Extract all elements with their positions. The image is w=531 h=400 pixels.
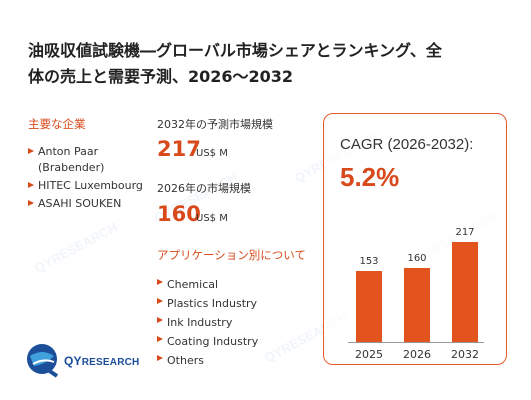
bullet-icon: [157, 279, 163, 285]
bullet-icon: [28, 200, 34, 206]
application-name: Chemical: [167, 278, 219, 291]
watermark: QYRESEARCH: [31, 219, 120, 276]
application-list: Chemical Plastics Industry Ink Industry …: [157, 275, 307, 370]
bullet-icon: [28, 148, 34, 154]
list-item: Others: [157, 351, 307, 370]
market-2026-label: 2026年の市場規模: [157, 182, 251, 195]
application-name: Others: [167, 354, 204, 367]
logo-text: QYRESEARCH: [64, 354, 140, 368]
chart-x-tick-label: 2032: [451, 348, 479, 361]
chart-bar: [356, 271, 382, 342]
list-item: Chemical: [157, 275, 307, 294]
list-item: Plastics Industry: [157, 294, 307, 313]
list-item: ASAHI SOUKEN: [28, 196, 158, 212]
bullet-icon: [157, 355, 163, 361]
chart-data-label: 217: [455, 227, 475, 238]
bullet-icon: [28, 182, 34, 188]
list-item: HITEC Luxembourg: [28, 178, 158, 194]
applications-heading: アプリケーション別について: [157, 248, 306, 262]
cagr-label: CAGR (2026-2032):: [340, 136, 474, 153]
list-item: Coating Industry: [157, 332, 307, 351]
chart-x-tick-label: 2025: [355, 348, 383, 361]
chart-bar: [452, 242, 478, 342]
chart-axis: [348, 342, 484, 343]
chart-data-label: 160: [407, 253, 427, 264]
chart-data-label: 153: [359, 256, 379, 267]
application-name: Coating Industry: [167, 335, 259, 348]
application-name: Ink Industry: [167, 316, 233, 329]
title-line-1: 油吸収値試験機―グローバル市場シェアとランキング、全: [28, 41, 442, 60]
chart-bar: [404, 268, 430, 342]
company-name: Anton Paar (Brabender): [38, 145, 105, 174]
chart-x-tick-label: 2026: [403, 348, 431, 361]
bullet-icon: [157, 317, 163, 323]
company-name: HITEC Luxembourg: [38, 179, 143, 192]
list-item: Anton Paar (Brabender): [28, 144, 158, 176]
title-line-2: 体の売上と需要予測、2026～2032: [28, 67, 294, 86]
application-name: Plastics Industry: [167, 297, 258, 310]
companies-heading: 主要な企業: [28, 117, 86, 131]
company-list: Anton Paar (Brabender) HITEC Luxembourg …: [28, 144, 158, 214]
market-2032-label: 2032年の予測市場規模: [157, 118, 273, 131]
list-item: Ink Industry: [157, 313, 307, 332]
logo: QYRESEARCH: [24, 340, 139, 380]
cagr-card: CAGR (2026-2032): 5.2% 153 2025 160 2026 217…: [323, 113, 507, 365]
bullet-icon: [157, 336, 163, 342]
market-2026-unit: US$ M: [196, 213, 228, 224]
page-title: 油吸収値試験機―グローバル市場シェアとランキング、全 体の売上と需要予測、202…: [28, 38, 508, 90]
company-name: ASAHI SOUKEN: [38, 197, 122, 210]
cagr-value: 5.2%: [340, 162, 400, 192]
market-2026-value: 160: [157, 202, 201, 226]
market-2032-value: 217: [157, 137, 201, 161]
market-2032-unit: US$ M: [196, 148, 228, 159]
logo-globe-icon: [27, 344, 59, 378]
bullet-icon: [157, 298, 163, 304]
